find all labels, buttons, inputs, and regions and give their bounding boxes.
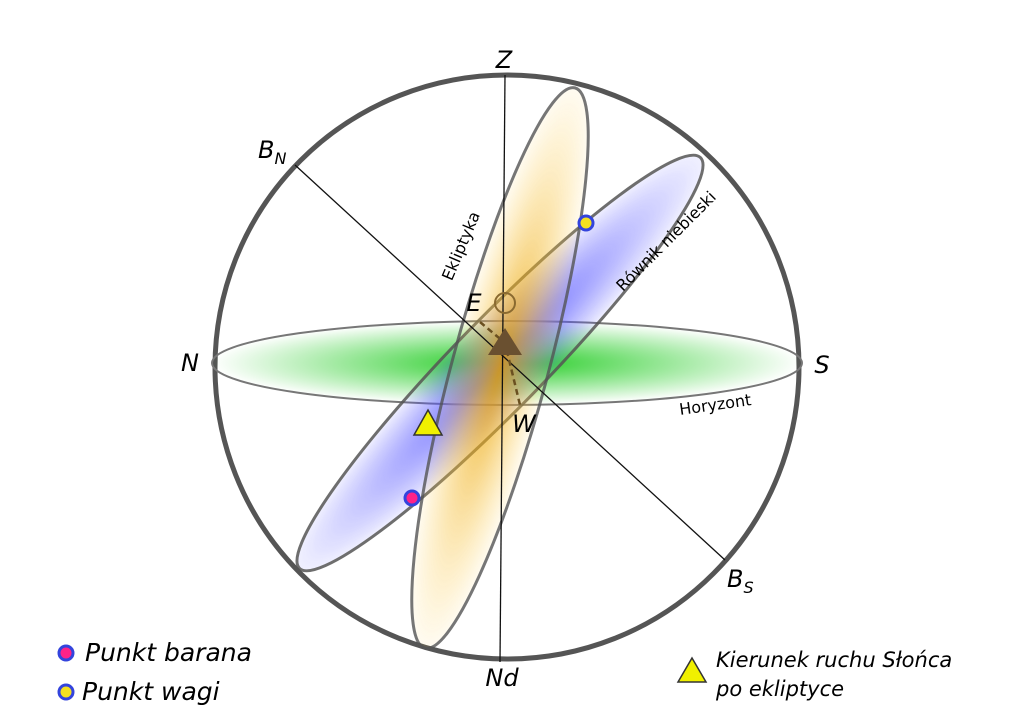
subscript: N xyxy=(274,149,286,168)
sun xyxy=(494,292,516,314)
sun-direction-marker xyxy=(488,328,522,355)
legend-aries: Punkt barana xyxy=(85,638,252,667)
north-label: N xyxy=(181,349,199,377)
pole-south-label: BS xyxy=(727,565,754,597)
direction-triangle xyxy=(412,408,444,436)
letter: B xyxy=(727,565,743,593)
west-label: W xyxy=(512,410,537,438)
legend-libra-icon xyxy=(57,683,75,701)
south-label: S xyxy=(814,351,829,379)
libra-point xyxy=(577,214,595,232)
aries-point xyxy=(403,489,421,507)
letter: B xyxy=(258,136,274,164)
legend-aries-icon xyxy=(57,644,75,662)
pole-north-label: BN xyxy=(258,136,286,168)
zenith-axis xyxy=(499,74,506,663)
legend-libra: Punkt wagi xyxy=(82,677,220,706)
legend-sun-line2: po ekliptyce xyxy=(715,677,844,701)
ecliptic-circle xyxy=(410,86,590,650)
east-label: E xyxy=(466,289,482,317)
legend-sun-line1: Kierunek ruchu Słońca xyxy=(716,648,952,672)
subscript: S xyxy=(743,578,753,597)
legend-sun-icon xyxy=(676,656,708,683)
nadir-label: Nd xyxy=(485,664,519,692)
zenith-label: Z xyxy=(495,46,513,74)
